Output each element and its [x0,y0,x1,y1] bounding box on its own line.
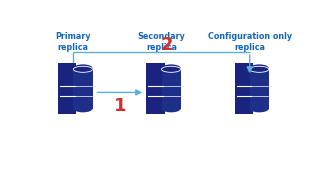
Bar [235,63,253,114]
Bar [73,68,93,108]
Text: Secondary
replica: Secondary replica [137,32,186,52]
Bar [162,68,181,108]
Text: 1: 1 [114,97,126,115]
Ellipse shape [162,64,181,72]
Text: Configuration only
replica: Configuration only replica [208,32,292,52]
Text: 2: 2 [160,36,173,54]
Bar [250,68,269,108]
Bar [146,63,164,114]
Text: Primary
replica: Primary replica [56,32,91,52]
Ellipse shape [250,105,269,112]
Ellipse shape [250,64,269,72]
Bar [58,63,76,114]
Ellipse shape [73,64,93,72]
Ellipse shape [162,105,181,112]
Ellipse shape [73,105,93,112]
